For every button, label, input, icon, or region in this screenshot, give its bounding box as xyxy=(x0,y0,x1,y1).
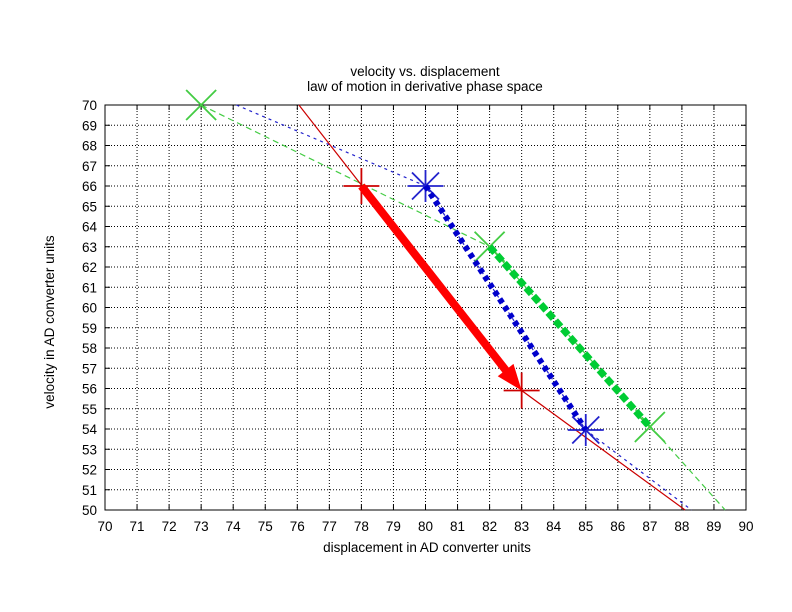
axis-ticks xyxy=(104,104,747,511)
arrow-head-red-trajectory xyxy=(497,363,522,391)
chart-text: velocity vs. displacement law of motion … xyxy=(42,64,543,555)
y-tick-label: 69 xyxy=(82,118,97,133)
x-tick-label: 84 xyxy=(546,519,562,534)
y-tick-label: 67 xyxy=(82,159,97,174)
y-tick-label: 59 xyxy=(82,321,97,336)
x-tick-label: 75 xyxy=(258,519,273,534)
x-tick-label: 80 xyxy=(418,519,433,534)
x-tick-label: 71 xyxy=(130,519,145,534)
y-tick-label: 53 xyxy=(82,442,97,457)
chart-title: velocity vs. displacement xyxy=(350,64,500,79)
x-tick-label: 88 xyxy=(674,519,689,534)
y-tick-label: 51 xyxy=(82,483,97,498)
thick-segment-green-trajectory xyxy=(486,244,653,430)
x-tick-label: 77 xyxy=(322,519,337,534)
tick-labels: 70 71 72 73 74 75 76 77 78 79 80 81 82 83 84 85 86 87 88 89… xyxy=(82,98,754,534)
thin-line-blue-trajectory xyxy=(236,104,692,511)
y-tick-label: 57 xyxy=(82,361,97,376)
x-tick-label: 85 xyxy=(578,519,593,534)
x-tick-label: 87 xyxy=(642,519,657,534)
y-tick-label: 61 xyxy=(82,280,97,295)
x-tick-label: 81 xyxy=(450,519,465,534)
x-tick-label: 86 xyxy=(610,519,625,534)
y-tick-label: 65 xyxy=(82,199,97,214)
x-marker-green-trajectory xyxy=(634,411,666,443)
y-tick-label: 63 xyxy=(82,240,97,255)
x-tick-label: 74 xyxy=(226,519,242,534)
x-tick-label: 83 xyxy=(514,519,529,534)
data-series xyxy=(185,89,726,511)
x-tick-label: 78 xyxy=(354,519,369,534)
y-tick-label: 70 xyxy=(82,98,97,113)
x-tick-label: 89 xyxy=(706,519,721,534)
x-axis-label: displacement in AD converter units xyxy=(323,540,531,555)
y-tick-label: 54 xyxy=(82,422,98,437)
y-tick-label: 52 xyxy=(82,463,97,478)
x-tick-label: 76 xyxy=(290,519,305,534)
y-tick-label: 50 xyxy=(82,503,97,518)
y-axis-label: velocity in AD converter units xyxy=(42,235,57,409)
arrow-shaft-red-trajectory xyxy=(358,183,510,375)
x-tick-label: 73 xyxy=(194,519,209,534)
x-marker-green-trajectory xyxy=(185,89,217,121)
y-tick-label: 68 xyxy=(82,139,97,154)
y-tick-label: 62 xyxy=(82,260,97,275)
x-tick-label: 79 xyxy=(386,519,401,534)
chart-subtitle: law of motion in derivative phase space xyxy=(307,79,543,94)
x-tick-label: 72 xyxy=(162,519,177,534)
y-tick-label: 66 xyxy=(82,179,97,194)
y-tick-label: 58 xyxy=(82,341,97,356)
x-tick-label: 70 xyxy=(97,519,112,534)
y-tick-label: 55 xyxy=(82,402,97,417)
y-tick-label: 60 xyxy=(82,301,97,316)
y-tick-label: 56 xyxy=(82,382,97,397)
x-tick-label: 90 xyxy=(738,519,753,534)
x-tick-label: 82 xyxy=(482,519,497,534)
thick-segment-blue-trajectory xyxy=(422,184,589,432)
gridlines xyxy=(105,105,746,510)
y-tick-label: 64 xyxy=(82,220,98,235)
